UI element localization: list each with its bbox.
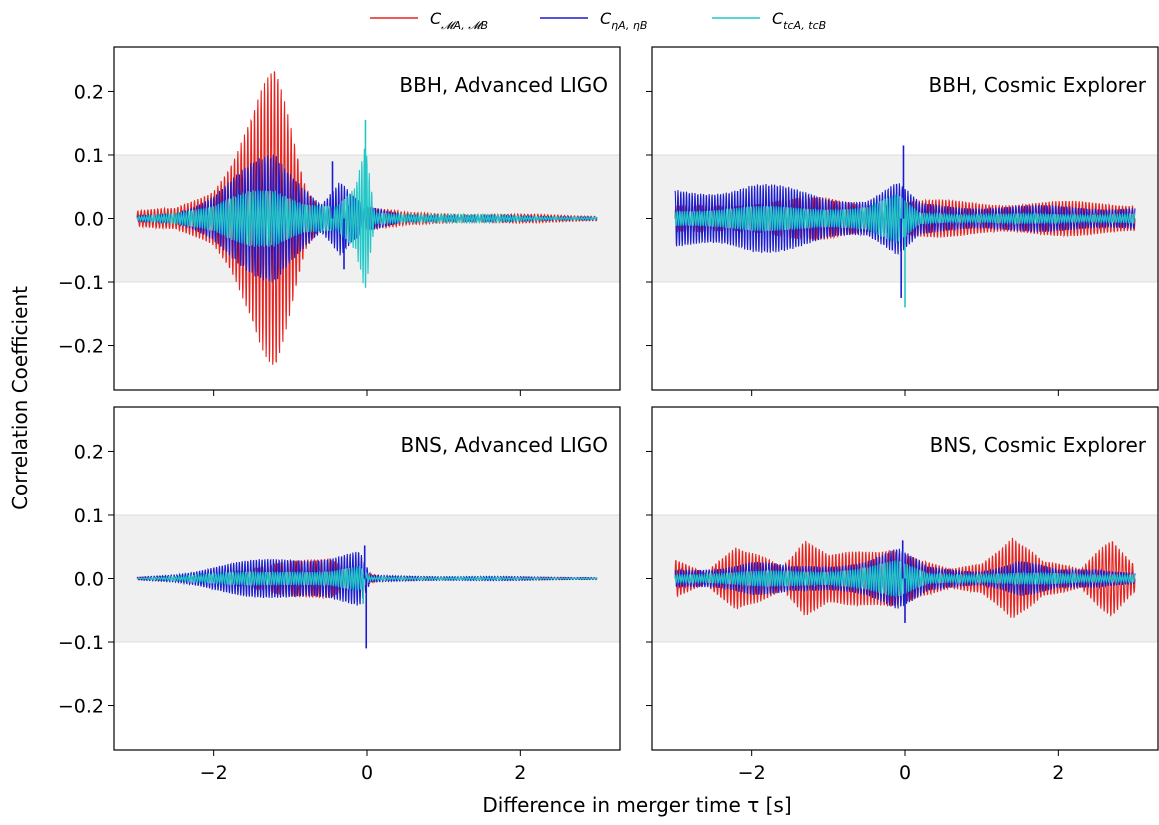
series-group (674, 537, 1136, 623)
series-line-tc (674, 193, 1136, 244)
x-tick-label: 0 (899, 762, 911, 784)
y-tick-label: −0.1 (58, 272, 104, 294)
x-tick-label: −2 (200, 762, 228, 784)
panel-title: BNS, Advanced LIGO (400, 433, 608, 457)
panels: 0.2 0.1 0.0 −0.1 −0.2 BBH, Advanced LIGO BBH, … (58, 46, 1159, 784)
panel-2: BBH, Cosmic Explorer (646, 46, 1159, 396)
y-tick-label: 0.0 (74, 569, 104, 591)
y-tick-label: −0.2 (58, 696, 104, 718)
x-tick-label: −2 (738, 762, 766, 784)
series-line-eta (136, 551, 598, 606)
x-tick-label: 0 (361, 762, 373, 784)
series-group (136, 545, 598, 649)
x-tick-label: 2 (514, 762, 526, 784)
series-group (674, 145, 1136, 308)
series-line-tc (136, 566, 598, 592)
panel-title: BBH, Advanced LIGO (399, 73, 608, 97)
panel-title: BNS, Cosmic Explorer (930, 433, 1147, 457)
y-tick-label: 0.1 (74, 145, 104, 167)
series-line-tc (136, 148, 598, 288)
y-tick-label: 0.2 (74, 441, 104, 463)
y-axis-label: Correlation Coefficient (8, 286, 32, 510)
series-line-eta (674, 183, 1136, 255)
panel-title: BBH, Cosmic Explorer (929, 73, 1147, 97)
series-line-eta (674, 548, 1136, 609)
y-tick-label: −0.1 (58, 632, 104, 654)
y-tick-label: 0.2 (74, 81, 104, 103)
y-tick-label: 0.1 (74, 505, 104, 527)
panel-1: 0.2 0.1 0.0 −0.1 −0.2 BBH, Advanced LIGO (58, 46, 621, 396)
legend-label-eta: CηA, ηB (600, 9, 647, 32)
y-tick-label: −0.2 (58, 336, 104, 358)
panel-3: 0.2 0.1 0.0 −0.1 −0.2 −2 0 2 BNS, Advanced LIGO (58, 406, 621, 784)
series-group (136, 71, 598, 365)
x-tick-label: 2 (1052, 762, 1064, 784)
legend-label-tc: CtcA, tcB (772, 9, 826, 32)
legend-label-m: C𝓜A, 𝓜B (430, 9, 488, 32)
x-axis-label: Difference in merger time τ [s] (482, 793, 791, 817)
legend: C𝓜A, 𝓜B CηA, ηB CtcA, tcB (370, 9, 826, 32)
panel-4: −2 0 2 BNS, Cosmic Explorer (646, 406, 1159, 784)
y-tick-label: 0.0 (74, 209, 104, 231)
series-line-tc (674, 559, 1136, 598)
